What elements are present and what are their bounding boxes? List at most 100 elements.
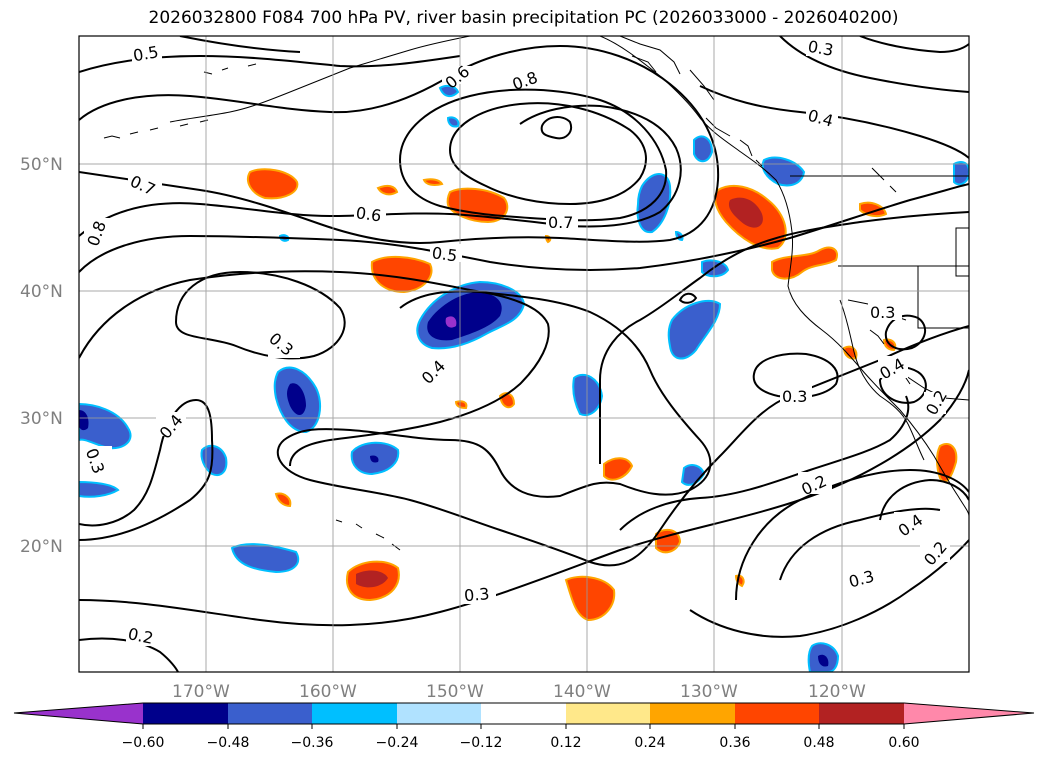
contour-line xyxy=(79,270,550,467)
contour-line xyxy=(276,290,969,567)
shade-positive xyxy=(446,187,509,224)
contour-line xyxy=(79,398,214,541)
contour-line xyxy=(79,104,682,237)
contour-line xyxy=(179,36,301,53)
lon-label: 140°W xyxy=(553,682,611,702)
shade-negative xyxy=(572,373,604,416)
shade-negative xyxy=(445,316,457,328)
lat-label: 40°N xyxy=(20,282,63,302)
shade-negative xyxy=(693,135,714,163)
contour-line xyxy=(619,395,910,531)
shade-negative xyxy=(230,543,300,574)
colorbar-tick-label: 0.12 xyxy=(550,735,581,751)
lat-label: 50°N xyxy=(20,155,63,175)
lon-label: 160°W xyxy=(299,682,357,702)
colorbar-bin xyxy=(566,703,650,724)
contour-label: 0.7 xyxy=(548,213,573,232)
shade-negative xyxy=(200,444,228,476)
contour-line xyxy=(735,468,969,601)
shade-negative xyxy=(427,292,502,341)
map-background xyxy=(79,36,969,672)
lon-label: 170°W xyxy=(172,682,230,702)
contour-line xyxy=(678,292,698,304)
colorbar-bin xyxy=(735,703,819,724)
lon-label: 130°W xyxy=(680,682,738,702)
coastlines xyxy=(103,36,969,551)
colorbar-bin xyxy=(143,703,228,724)
shade-positive xyxy=(603,457,634,481)
colorbar-tick-label: −0.24 xyxy=(376,735,419,751)
latitude-labels: 50°N 40°N 30°N 20°N xyxy=(20,155,63,557)
shade-positive xyxy=(564,575,616,622)
contour-label: 0.3 xyxy=(782,387,807,406)
lon-label: 150°W xyxy=(426,682,484,702)
contour-line xyxy=(79,637,179,672)
lon-label: 120°W xyxy=(808,682,866,702)
shade-positive xyxy=(376,184,399,196)
contour-line xyxy=(398,88,668,222)
shade-negative xyxy=(79,480,120,498)
contour-line xyxy=(79,44,720,245)
colorbar-under-arrow xyxy=(14,703,143,724)
colorbar-tick-label: 0.24 xyxy=(634,735,665,751)
colorbar-tick-label: −0.48 xyxy=(207,735,250,751)
contour-line xyxy=(779,507,941,581)
shade-negative xyxy=(79,410,89,431)
colorbar-bin xyxy=(481,703,566,724)
shade-positive xyxy=(422,178,444,186)
contour-label: 0.5 xyxy=(132,42,160,65)
colorbar-tick-label: −0.12 xyxy=(460,735,503,751)
contour-line xyxy=(174,270,346,360)
shade-negative xyxy=(667,299,722,360)
shade-negative xyxy=(953,161,969,186)
contour-line xyxy=(752,352,839,399)
contour-line xyxy=(879,478,969,521)
shade-positive xyxy=(356,570,388,588)
colorbar-tick-label: 0.36 xyxy=(719,735,750,751)
lat-label: 20°N xyxy=(20,537,63,557)
contour-label: 0.5 xyxy=(431,243,459,265)
contour-line xyxy=(699,85,969,159)
colorbar: −0.60 −0.48 −0.36 −0.24 −0.12 0.12 0.24 … xyxy=(13,702,1035,751)
colorbar-bin xyxy=(650,703,735,724)
shade-positive xyxy=(655,528,682,554)
shade-negative xyxy=(761,156,806,187)
contour-line xyxy=(448,102,647,206)
contour-label: 0.2 xyxy=(126,624,155,648)
colorbar-bin xyxy=(228,703,312,724)
map-title: 2026032800 F084 700 hPa PV, river basin … xyxy=(148,8,899,28)
contour-label: 0.6 xyxy=(355,203,383,225)
map-frame xyxy=(78,35,970,673)
contour-line xyxy=(540,116,572,140)
shade-positive xyxy=(771,246,838,280)
contour-line xyxy=(859,36,969,54)
shade-negative xyxy=(438,84,460,98)
shade-negative xyxy=(79,402,132,450)
shade-negative xyxy=(674,230,684,242)
pv-contours xyxy=(79,36,969,672)
shade-positive xyxy=(246,168,299,200)
colorbar-bin xyxy=(312,703,397,724)
colorbar-ticks xyxy=(142,724,905,729)
contour-line xyxy=(779,36,969,93)
contour-line xyxy=(79,54,461,73)
shade-positive xyxy=(728,197,763,228)
graticule xyxy=(79,36,969,672)
contour-line xyxy=(689,539,969,638)
colorbar-bin xyxy=(819,703,904,724)
shade-positive xyxy=(454,400,468,410)
shade-negative xyxy=(818,654,829,667)
shade-negative xyxy=(370,455,379,463)
contour-line xyxy=(79,183,969,273)
colorbar-tick-label: 0.48 xyxy=(803,735,834,751)
colorbar-tick-label: 0.60 xyxy=(888,735,919,751)
shade-positive xyxy=(274,492,292,508)
lat-label: 30°N xyxy=(20,409,63,429)
longitude-labels: 170°W 160°W 150°W 140°W 130°W 120°W xyxy=(172,682,866,702)
contour-label: 0.3 xyxy=(870,303,895,322)
colorbar-tick-label: −0.36 xyxy=(291,735,334,751)
colorbar-bin xyxy=(397,703,481,724)
colorbar-over-arrow xyxy=(904,703,1034,724)
shade-negative xyxy=(287,383,306,415)
